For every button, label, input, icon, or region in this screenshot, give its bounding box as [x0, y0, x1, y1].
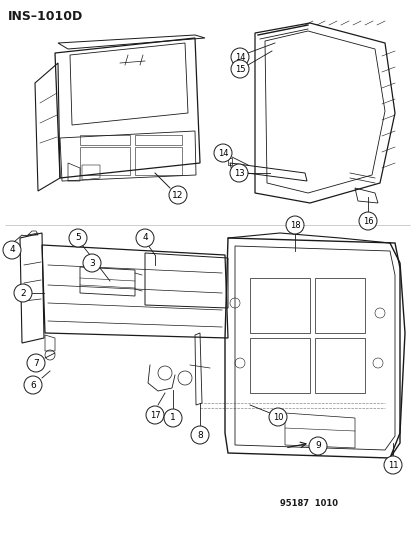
- Text: 10: 10: [273, 413, 283, 422]
- Circle shape: [14, 284, 32, 302]
- Circle shape: [146, 406, 164, 424]
- Text: 17: 17: [150, 410, 160, 419]
- Text: 1: 1: [170, 414, 176, 423]
- Text: 13: 13: [234, 168, 244, 177]
- Text: 16: 16: [363, 216, 374, 225]
- Circle shape: [69, 229, 87, 247]
- Text: 18: 18: [290, 221, 300, 230]
- Circle shape: [3, 241, 21, 259]
- Circle shape: [231, 60, 249, 78]
- Circle shape: [27, 354, 45, 372]
- Circle shape: [24, 376, 42, 394]
- Circle shape: [164, 409, 182, 427]
- Circle shape: [191, 426, 209, 444]
- Circle shape: [214, 144, 232, 162]
- Circle shape: [269, 408, 287, 426]
- Text: 4: 4: [9, 246, 15, 254]
- Text: 12: 12: [172, 190, 184, 199]
- Text: 9: 9: [315, 441, 321, 450]
- Text: 7: 7: [33, 359, 39, 367]
- Text: 11: 11: [388, 461, 398, 470]
- Text: 6: 6: [30, 381, 36, 390]
- Circle shape: [309, 437, 327, 455]
- Text: 15: 15: [235, 64, 245, 74]
- Text: 4: 4: [142, 233, 148, 243]
- Circle shape: [384, 456, 402, 474]
- Circle shape: [286, 216, 304, 234]
- Circle shape: [359, 212, 377, 230]
- Circle shape: [230, 164, 248, 182]
- Text: 2: 2: [20, 288, 26, 297]
- Circle shape: [136, 229, 154, 247]
- Text: INS–1010D: INS–1010D: [8, 10, 83, 23]
- Text: 8: 8: [197, 431, 203, 440]
- Circle shape: [83, 254, 101, 272]
- Text: 95187  1010: 95187 1010: [280, 499, 338, 508]
- Text: 5: 5: [75, 233, 81, 243]
- Text: 3: 3: [89, 259, 95, 268]
- Circle shape: [231, 48, 249, 66]
- Text: 14: 14: [235, 52, 245, 61]
- Circle shape: [169, 186, 187, 204]
- Text: 14: 14: [218, 149, 228, 157]
